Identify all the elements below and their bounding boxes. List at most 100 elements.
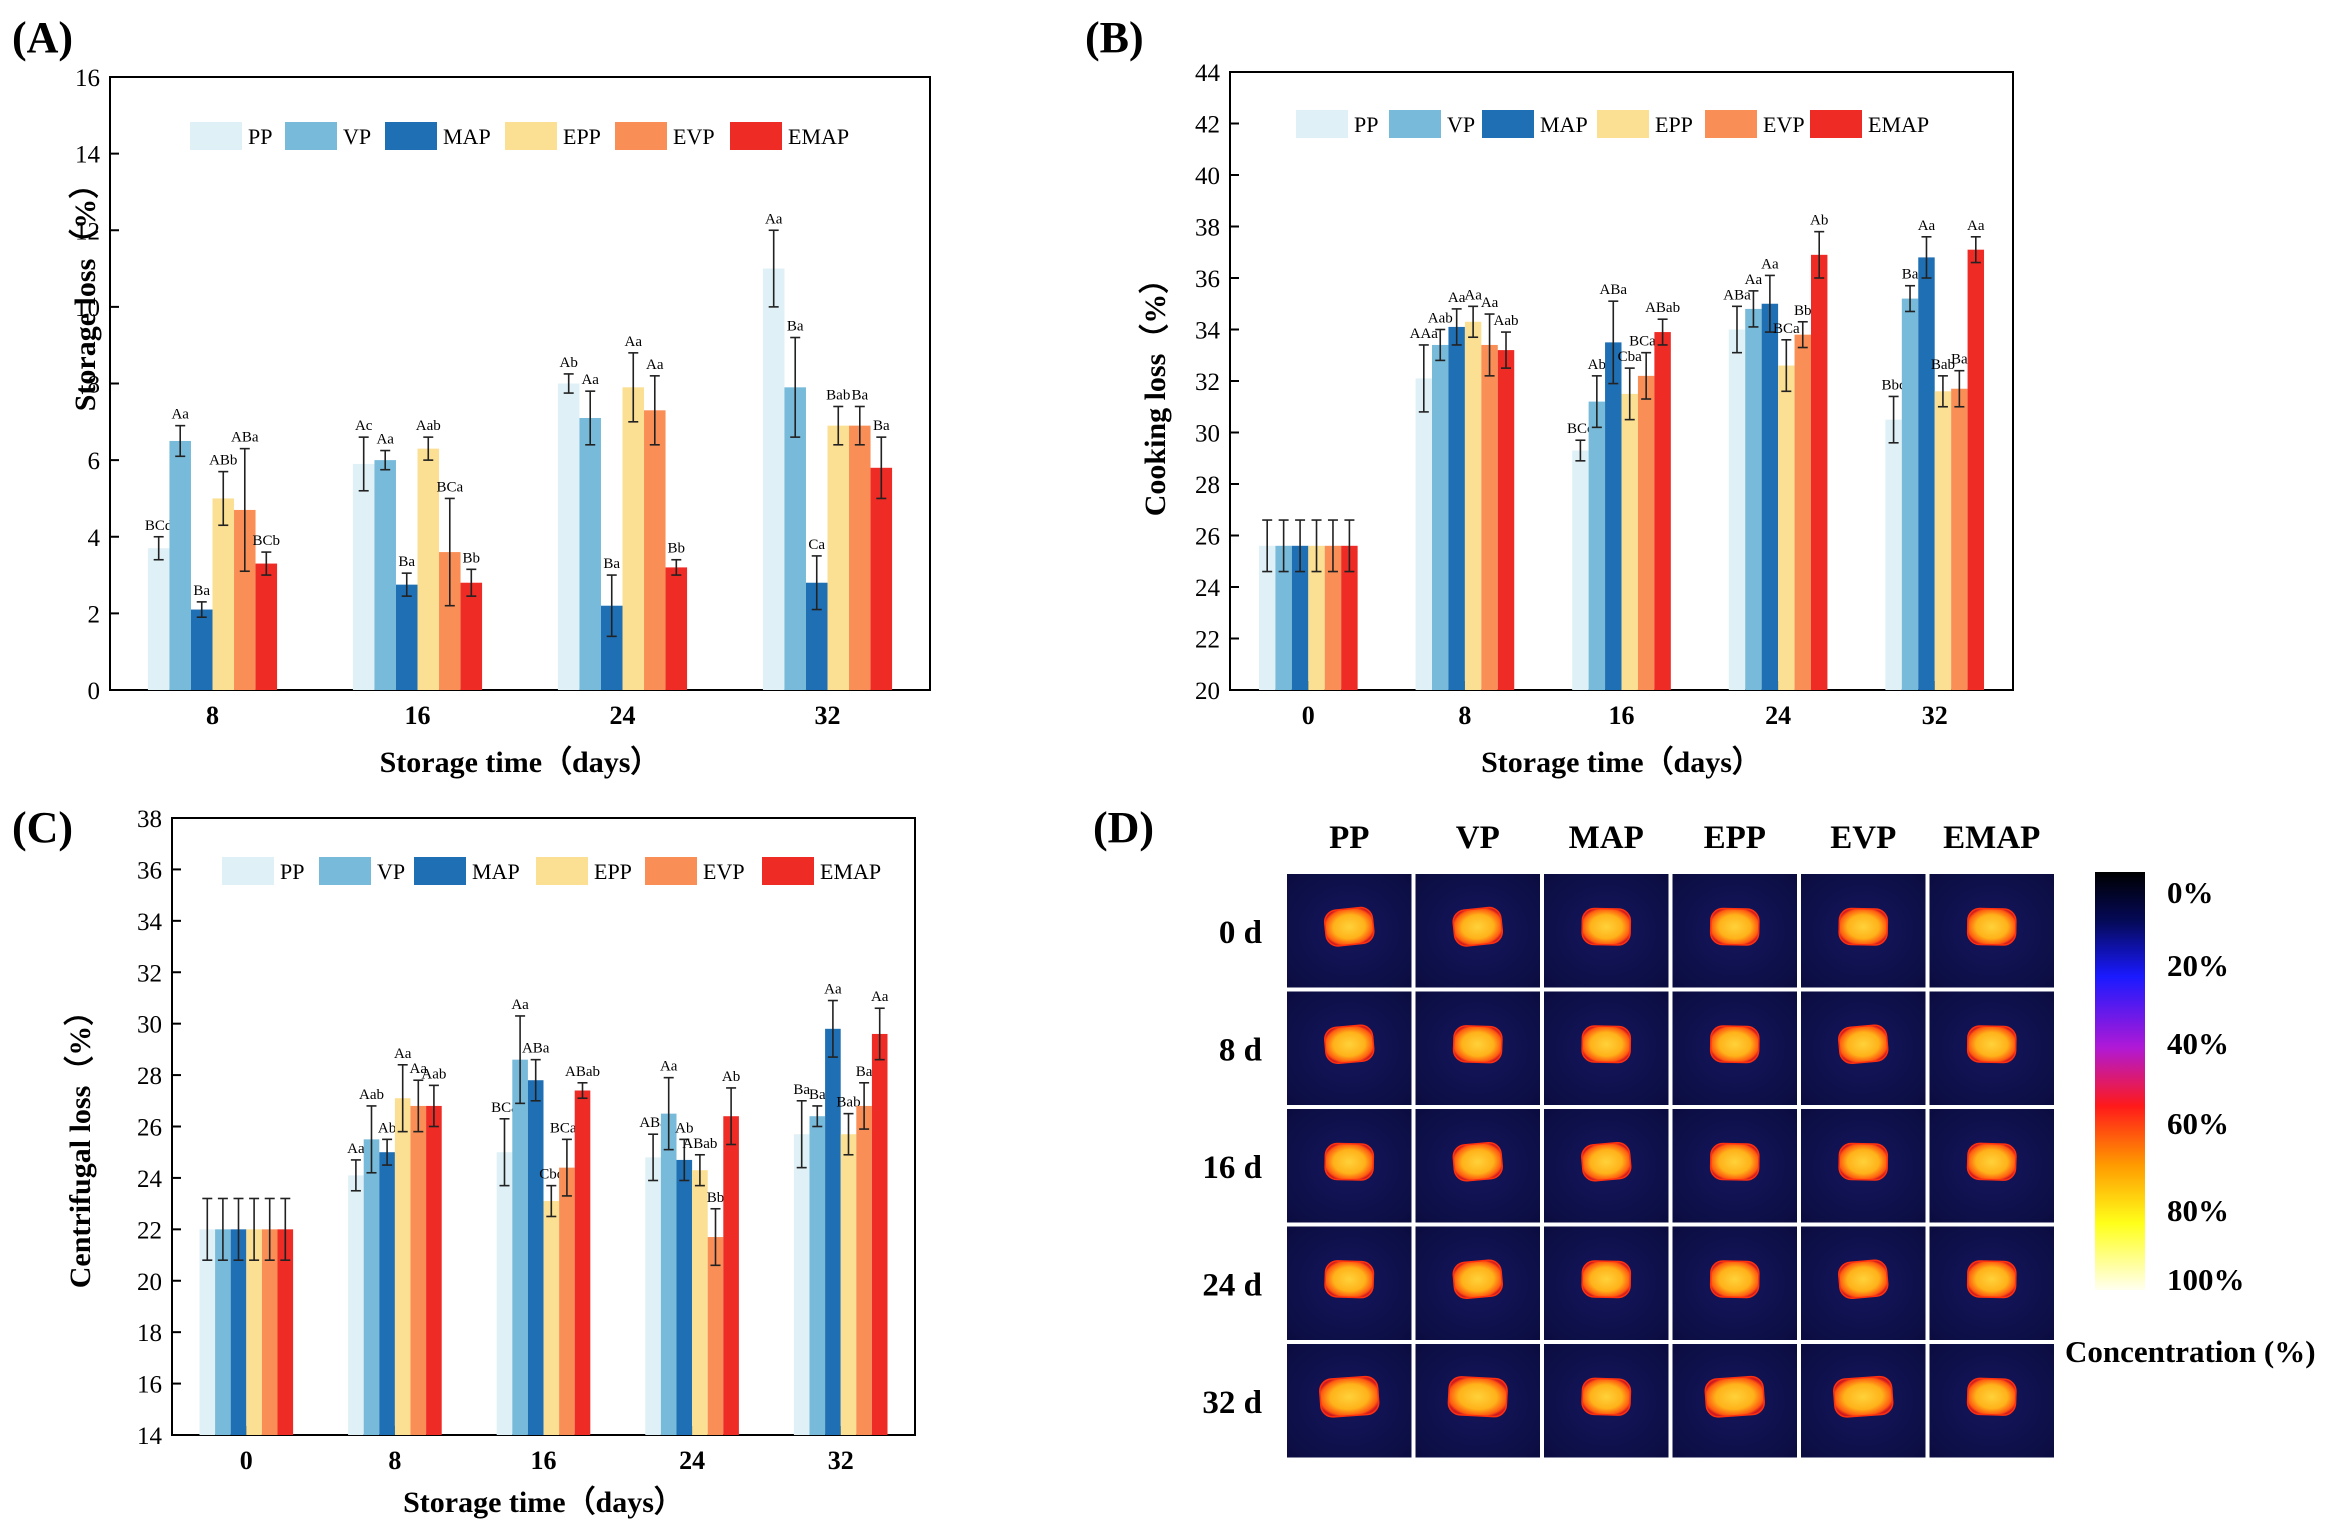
legend-swatch-vp bbox=[1389, 110, 1441, 138]
legend-label-map: MAP bbox=[1540, 112, 1588, 137]
significance-letter: Ba bbox=[603, 556, 620, 572]
y-tick-label: 22 bbox=[137, 1217, 162, 1244]
legend-label-map: MAP bbox=[443, 124, 491, 149]
sample-signal bbox=[1838, 1142, 1889, 1181]
y-tick-label: 32 bbox=[1195, 369, 1220, 396]
legend-swatch-epp bbox=[536, 857, 588, 885]
significance-letter: Ab bbox=[378, 1120, 396, 1136]
y-tick-label: 30 bbox=[137, 1012, 162, 1039]
sample-signal bbox=[1323, 906, 1375, 947]
legend-swatch-vp bbox=[319, 857, 371, 885]
bar-pp bbox=[1572, 450, 1589, 690]
legend-swatch-evp bbox=[615, 122, 667, 150]
colorbar-tick-label: 20% bbox=[2167, 948, 2229, 983]
significance-letter: Aa bbox=[376, 432, 394, 448]
bar-epp bbox=[827, 425, 850, 690]
bar-vp bbox=[809, 1116, 826, 1435]
sample-signal bbox=[1452, 1025, 1503, 1064]
legend-label-vp: VP bbox=[343, 124, 371, 149]
legend-label-pp: PP bbox=[1354, 112, 1378, 137]
significance-letter: Bb bbox=[463, 550, 481, 566]
bar-map bbox=[395, 584, 418, 690]
significance-letter: Aa bbox=[871, 989, 889, 1005]
y-tick-label: 32 bbox=[137, 960, 162, 987]
legend-label-vp: VP bbox=[1447, 112, 1475, 137]
significance-letter: Bbc bbox=[1882, 377, 1907, 393]
bar-pp bbox=[1415, 378, 1433, 690]
sample-signal bbox=[1324, 1142, 1375, 1181]
bar-map bbox=[1761, 303, 1779, 690]
y-tick-label: 28 bbox=[137, 1063, 162, 1090]
colorbar-title: Concentration (%) bbox=[2065, 1334, 2316, 1369]
x-tick-label: 24 bbox=[679, 1446, 705, 1475]
bar-epp bbox=[212, 498, 235, 690]
bar-evp bbox=[1794, 334, 1811, 690]
bar-pp bbox=[147, 548, 170, 690]
bar-emap bbox=[1654, 332, 1671, 690]
lf-nmr-image-grid: PP VP MAP EPP EVP EMAP 0 d 8 d 16 d 24 d 32 d bbox=[1202, 820, 2054, 1458]
significance-letter: Ba bbox=[1902, 267, 1919, 283]
bar-vp bbox=[512, 1059, 528, 1435]
bar-evp bbox=[849, 425, 871, 690]
legend-swatch-emap bbox=[762, 857, 814, 885]
legend-swatch-map bbox=[1482, 110, 1534, 138]
x-tick-label: 24 bbox=[610, 701, 636, 730]
y-tick-label: 14 bbox=[137, 1423, 163, 1450]
bar-pp bbox=[762, 268, 785, 690]
bar-epp bbox=[1778, 365, 1795, 690]
bar-vp bbox=[374, 460, 396, 690]
legend-swatch-pp bbox=[190, 122, 242, 150]
legend-swatch-pp bbox=[1296, 110, 1348, 138]
bar-map bbox=[825, 1028, 841, 1435]
significance-letter: Aa bbox=[765, 211, 783, 227]
bar-pp bbox=[496, 1152, 513, 1435]
x-tick-label: 8 bbox=[206, 701, 219, 730]
bar-vp bbox=[1275, 545, 1292, 690]
significance-letter: Bb bbox=[707, 1190, 725, 1206]
significance-letter: Aab bbox=[1428, 311, 1453, 327]
bar-epp bbox=[246, 1229, 262, 1435]
legend-label-evp: EVP bbox=[673, 124, 715, 149]
significance-letter: Aa bbox=[1448, 290, 1466, 306]
legend-label-pp: PP bbox=[280, 859, 304, 884]
significance-letter: BCa bbox=[491, 1100, 518, 1116]
significance-letter: Aab bbox=[1494, 313, 1519, 329]
y-tick-label: 20 bbox=[137, 1269, 162, 1296]
bar-evp bbox=[1637, 375, 1655, 690]
x-tick-label: 16 bbox=[405, 701, 431, 730]
bar-map bbox=[1448, 326, 1465, 690]
x-tick-label: 32 bbox=[1922, 701, 1948, 730]
bar-evp bbox=[1324, 545, 1342, 690]
panel-a-label: (A) bbox=[12, 13, 73, 62]
significance-letter: AAa bbox=[1410, 326, 1439, 342]
sample-signal bbox=[1319, 1375, 1380, 1418]
significance-letter: Aa bbox=[646, 357, 664, 373]
y-tick-label: 6 bbox=[88, 448, 101, 475]
significance-letter: Ba bbox=[851, 387, 868, 403]
legend-swatch-emap bbox=[730, 122, 782, 150]
bar-map bbox=[805, 582, 828, 690]
bar-pp bbox=[199, 1229, 216, 1435]
bar-pp bbox=[645, 1157, 661, 1435]
significance-letter: Aab bbox=[416, 418, 441, 434]
significance-letter: Ab bbox=[1810, 213, 1828, 229]
bar-evp bbox=[644, 410, 666, 690]
x-axis-label: Storage time（days） bbox=[380, 745, 661, 779]
legend-label-evp: EVP bbox=[703, 859, 745, 884]
bar-map bbox=[527, 1080, 544, 1435]
legend-swatch-pp bbox=[222, 857, 274, 885]
row-header: 8 d bbox=[1219, 1032, 1262, 1068]
sample-signal bbox=[1838, 1259, 1889, 1300]
bar-pp bbox=[1258, 545, 1276, 690]
bar-evp bbox=[559, 1167, 575, 1435]
significance-letter: Bab bbox=[1931, 357, 1955, 373]
significance-letter: Ba bbox=[398, 554, 415, 570]
column-header-map: MAP bbox=[1569, 820, 1644, 856]
significance-letter: BCb bbox=[253, 533, 281, 549]
bar-vp bbox=[1432, 344, 1449, 690]
bar-epp bbox=[840, 1134, 857, 1435]
bar-emap bbox=[1497, 350, 1515, 690]
x-tick-label: 0 bbox=[240, 1446, 253, 1475]
